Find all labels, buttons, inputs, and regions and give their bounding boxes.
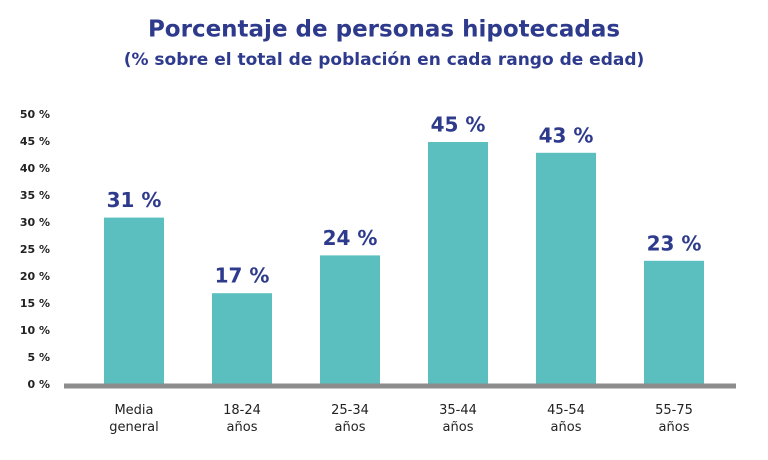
y-tick-label: 30 %: [20, 216, 50, 229]
value-label: 24 %: [323, 226, 378, 250]
x-tick-label: 35-44 años: [439, 403, 477, 435]
x-tick-label: 55-75 años: [655, 403, 693, 435]
x-tick-label-box: 25-34 años: [331, 403, 369, 435]
y-tick-label: 0 %: [27, 378, 50, 391]
chart-subtitle: (% sobre el total de población en cada r…: [124, 50, 645, 70]
value-label: 43 %: [539, 123, 594, 147]
y-tick-label: 15 %: [20, 297, 50, 310]
x-tick-label: 25-34 años: [331, 403, 369, 435]
x-tick-label-box: 18-24 años: [223, 403, 261, 435]
bar: [104, 217, 164, 385]
x-tick-label: 45-54 años: [547, 403, 585, 435]
bar: [428, 142, 488, 385]
bar: [212, 293, 272, 385]
chart-title: Porcentaje de personas hipotecadas: [148, 17, 620, 43]
value-label: 17 %: [215, 264, 270, 288]
value-label: 23 %: [647, 231, 702, 255]
x-tick-label: 18-24 años: [223, 403, 261, 435]
x-tick-label-box: 55-75 años: [655, 403, 693, 435]
bar: [644, 260, 704, 385]
x-tick-label-box: 45-54 años: [547, 403, 585, 435]
bar: [536, 152, 596, 385]
y-tick-label: 40 %: [20, 162, 50, 175]
value-label: 31 %: [107, 188, 162, 212]
y-tick-label: 10 %: [20, 324, 50, 337]
x-tick-label: Media general: [109, 403, 159, 435]
x-tick-label-box: 35-44 años: [439, 403, 477, 435]
y-tick-label: 35 %: [20, 189, 50, 202]
y-tick-label: 5 %: [27, 351, 50, 364]
value-label: 45 %: [431, 113, 486, 137]
y-tick-label: 45 %: [20, 135, 50, 148]
x-tick-label-box: Media general: [109, 403, 159, 435]
bar: [320, 255, 380, 385]
y-tick-label: 50 %: [20, 108, 50, 121]
y-tick-label: 20 %: [20, 270, 50, 283]
y-tick-label: 25 %: [20, 243, 50, 256]
